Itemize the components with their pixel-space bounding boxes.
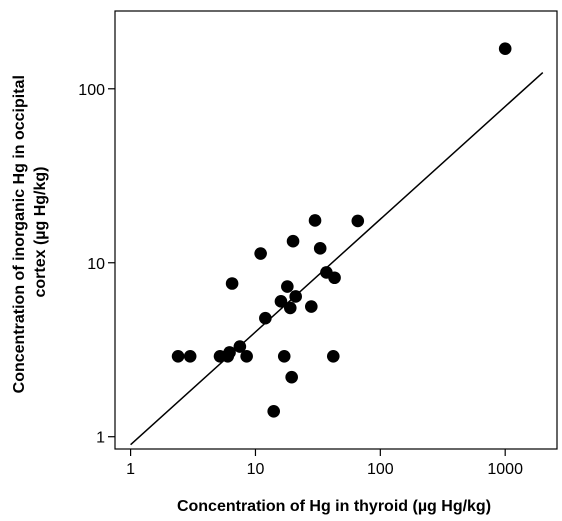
data-point [351,214,365,228]
data-point [328,271,341,285]
data-point [498,42,512,55]
y-axis-title-line-2: cortex (µg Hg/kg) [32,166,49,297]
x-tick-label: 100 [367,461,394,478]
data-point [183,349,197,363]
data-point [223,346,236,359]
data-point [281,280,294,293]
y-axis-title-line-1: Concentration of inorganic Hg in occipit… [11,75,28,393]
data-point [225,277,239,290]
data-point [283,301,297,315]
x-axis-title: Concentration of Hg in thyroid (µg Hg/kg… [177,498,491,515]
x-axis: 1 10 100 1000 [126,449,523,478]
data-point [259,311,272,325]
y-tick-label: 1 [96,430,105,447]
data-point [286,234,300,248]
data-point [254,247,267,260]
y-axis-title: Concentration of inorganic Hg in occipit… [11,71,49,394]
x-tick-label: 1 [126,461,135,478]
data-point [289,290,302,303]
data-point [274,295,288,308]
data-point [171,349,185,363]
x-tick-label: 1000 [487,461,523,478]
y-tick-label: 100 [78,82,105,99]
y-axis: 1 10 100 [78,82,115,447]
plot-frame [114,10,558,450]
data-point [326,349,340,363]
data-point [308,214,322,227]
data-point [285,370,298,384]
data-point [304,300,318,313]
data-point [313,242,327,255]
data-points [171,42,512,418]
y-tick-label: 10 [87,256,105,273]
data-point [277,349,291,363]
data-point [233,340,247,353]
data-point [240,349,253,363]
x-tick-label: 10 [247,461,265,478]
regression-line [130,71,544,446]
data-point [267,405,281,418]
